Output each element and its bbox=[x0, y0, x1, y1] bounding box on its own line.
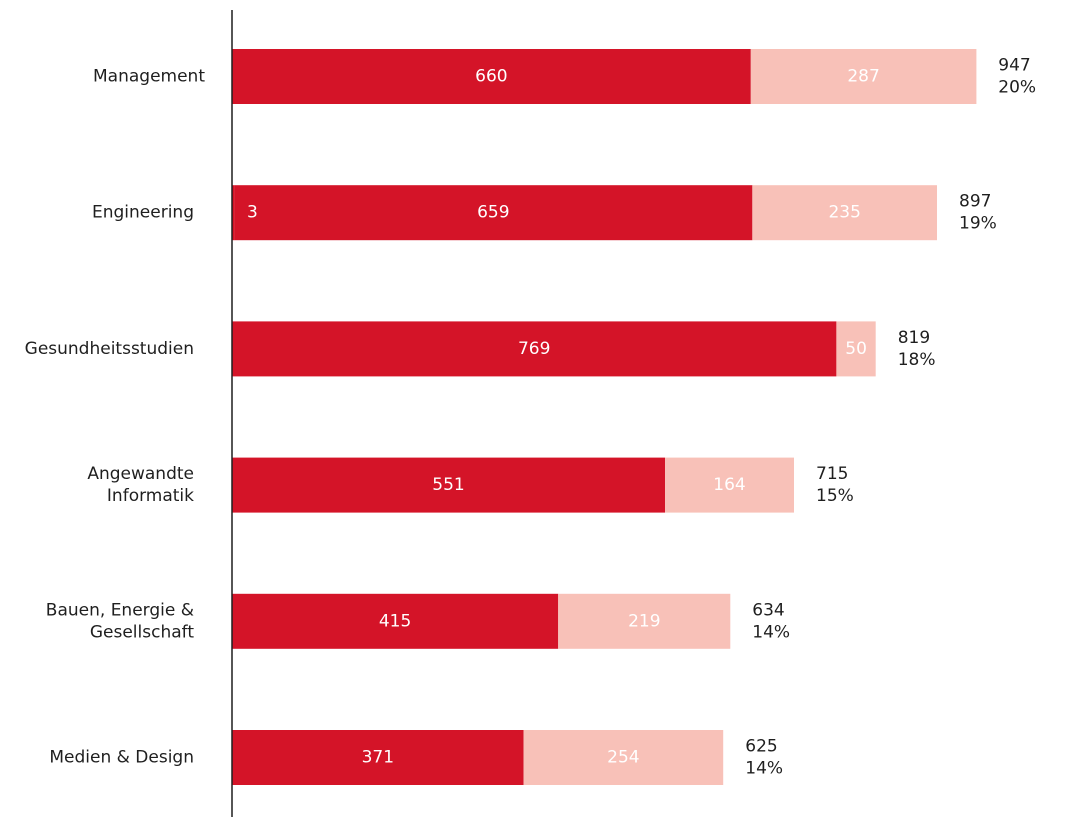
bar-segment bbox=[836, 321, 876, 377]
category-label: Management bbox=[93, 67, 205, 87]
total-label: 634 14% bbox=[752, 600, 790, 642]
bar-segment bbox=[232, 49, 751, 104]
bar-value-label: 371 bbox=[362, 748, 394, 768]
bar-value-label: 235 bbox=[828, 203, 860, 223]
bar-segment bbox=[750, 49, 977, 104]
category-label: Medien & Design bbox=[49, 748, 194, 768]
total-label: 897 19% bbox=[959, 192, 997, 234]
total-label: 625 14% bbox=[745, 737, 783, 779]
bar-value-label: 551 bbox=[432, 475, 464, 495]
bar-segment bbox=[232, 457, 666, 513]
bar-value-label: 164 bbox=[713, 475, 745, 495]
category-label: Engineering bbox=[92, 203, 194, 223]
bar-segment bbox=[232, 593, 559, 649]
bar-value-label: 50 bbox=[845, 339, 867, 359]
total-label: 947 20% bbox=[998, 56, 1036, 98]
bar-segment bbox=[752, 185, 937, 241]
bar-segment bbox=[558, 593, 731, 649]
bar-value-label: 659 bbox=[477, 203, 509, 223]
total-label: 715 15% bbox=[816, 464, 854, 506]
total-label: 819 18% bbox=[898, 328, 936, 370]
bar-value-label: 219 bbox=[628, 611, 660, 631]
bar-segment bbox=[232, 321, 837, 377]
bar-value-label: 287 bbox=[847, 67, 879, 87]
bar-value-label: 660 bbox=[475, 67, 507, 87]
bar-segment bbox=[234, 185, 753, 241]
bar-value-label: 415 bbox=[379, 611, 411, 631]
category-label: Gesundheitsstudien bbox=[25, 339, 194, 359]
category-label: Bauen, Energie & Gesellschaft bbox=[46, 600, 195, 642]
bar-segment bbox=[523, 730, 724, 785]
category-label: Angewandte Informatik bbox=[87, 464, 194, 506]
bar-segment bbox=[232, 185, 235, 241]
bar-value-label: 254 bbox=[607, 748, 639, 768]
bar-segment bbox=[232, 730, 524, 785]
bar-segment bbox=[665, 457, 794, 513]
bar-value-label: 769 bbox=[518, 339, 550, 359]
bar-value-label: 3 bbox=[247, 203, 258, 223]
